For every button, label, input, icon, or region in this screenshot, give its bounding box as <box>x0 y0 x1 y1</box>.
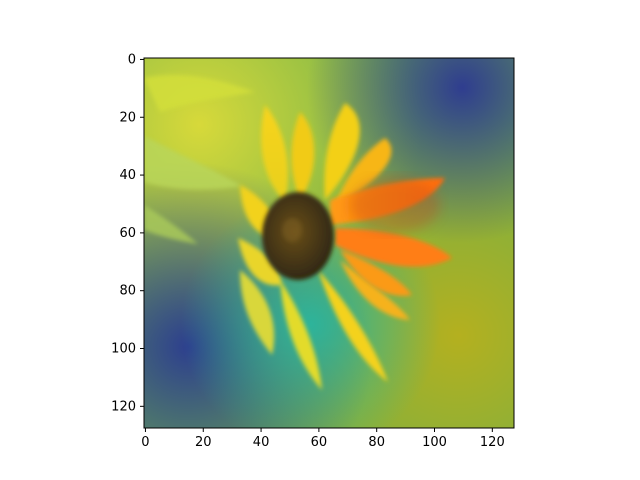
x-tick-label: 80 <box>368 435 385 450</box>
y-tick-label: 100 <box>111 342 136 357</box>
x-tick-label: 20 <box>195 435 212 450</box>
x-tick-label: 60 <box>311 435 328 450</box>
x-tick-label: 100 <box>422 435 447 450</box>
y-tick-label: 80 <box>119 284 136 299</box>
y-axis: 0 20 40 60 80 100 120 <box>111 52 144 414</box>
x-tick-label: 0 <box>141 435 149 450</box>
y-tick-label: 40 <box>119 168 136 183</box>
x-tick-label: 40 <box>253 435 270 450</box>
x-tick-label: 120 <box>480 435 505 450</box>
y-tick-label: 60 <box>119 226 136 241</box>
y-tick-label: 120 <box>111 399 136 414</box>
y-tick-label: 0 <box>128 52 136 67</box>
y-tick-label: 20 <box>119 110 136 125</box>
axes-frame <box>143 57 515 429</box>
x-axis: 0 20 40 60 80 100 120 <box>141 428 505 450</box>
sunflower-image <box>144 58 514 428</box>
